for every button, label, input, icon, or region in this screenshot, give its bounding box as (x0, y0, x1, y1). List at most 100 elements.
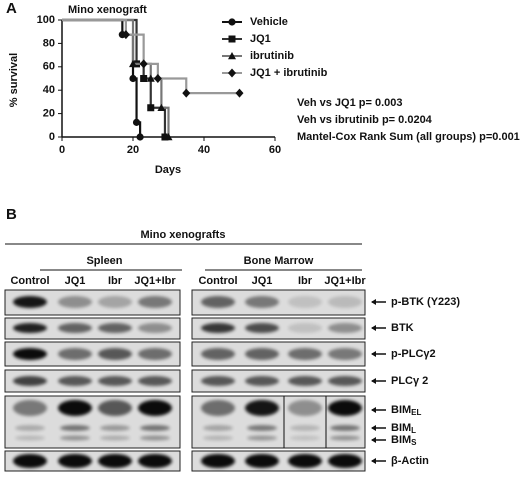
y-tick-label: 80 (43, 37, 55, 49)
band (290, 425, 320, 431)
band (288, 323, 322, 333)
y-tick-label: 20 (43, 108, 55, 120)
marker (161, 133, 169, 141)
arrow (371, 351, 376, 357)
y-axis-label: % survival (8, 53, 20, 107)
band (328, 400, 362, 416)
band (13, 323, 47, 333)
marker (235, 88, 244, 98)
protein-label: β-Actin (391, 455, 429, 467)
band (247, 435, 277, 441)
annotation: Mantel-Cox Rank Sum (all groups) p=0.001… (297, 131, 520, 143)
y-tick-label: 100 (37, 14, 55, 26)
band (138, 348, 172, 360)
protein-name: BIM (391, 404, 411, 416)
lane-label: Ibr (108, 275, 123, 287)
lane-label: JQ1 (252, 275, 273, 287)
marker (129, 59, 137, 68)
x-tick-label: 40 (198, 144, 210, 156)
x-tick-label: 20 (127, 144, 139, 156)
band (328, 376, 362, 386)
band (60, 425, 90, 431)
marker (182, 88, 191, 98)
blot-strip (4, 317, 181, 340)
panel-label: A (6, 0, 17, 17)
band (138, 323, 172, 333)
marker (121, 30, 130, 40)
band (98, 348, 132, 360)
legend-marker (228, 35, 236, 43)
tissue-label: Spleen (86, 255, 122, 267)
arrow (371, 325, 376, 331)
protein-label: BTK (391, 322, 414, 334)
x-tick-label: 60 (269, 144, 281, 156)
band (138, 400, 172, 416)
band (245, 376, 279, 386)
band (328, 454, 362, 468)
band (138, 296, 172, 308)
survival-curve (62, 18, 240, 95)
band (98, 454, 132, 468)
x-axis-label: Days (155, 164, 181, 176)
band (201, 400, 235, 416)
arrow (371, 378, 376, 384)
band (98, 323, 132, 333)
protein-subscript: S (411, 438, 417, 447)
marker (153, 74, 162, 83)
band (15, 425, 45, 431)
legend-label: Vehicle (250, 16, 288, 28)
x-tick-label: 0 (59, 144, 65, 156)
band (201, 323, 235, 333)
legend-marker (228, 52, 236, 60)
band (15, 435, 45, 441)
band (290, 435, 320, 441)
protein-label: BIML (391, 422, 416, 435)
band (328, 296, 362, 308)
band (288, 296, 322, 308)
band (288, 454, 322, 468)
band (203, 435, 233, 441)
protein-name: BIM (391, 434, 411, 446)
band (328, 323, 362, 333)
y-tick-label: 0 (49, 131, 55, 143)
band (138, 376, 172, 386)
band (330, 435, 360, 441)
legend-marker (228, 68, 236, 78)
legend-label: ibrutinib (250, 50, 294, 62)
blot-strip (4, 450, 181, 472)
band (328, 348, 362, 360)
band (140, 425, 170, 431)
band (100, 435, 130, 441)
band (245, 323, 279, 333)
marker (147, 104, 155, 112)
band (98, 376, 132, 386)
panel-label: B (6, 206, 17, 223)
lane-label: Control (10, 275, 49, 287)
marker (157, 103, 166, 111)
arrow (371, 458, 376, 464)
marker (136, 133, 144, 141)
band (201, 348, 235, 360)
lane-label: JQ1+Ibr (324, 275, 366, 287)
lane-label: JQ1+Ibr (134, 275, 176, 287)
band (245, 348, 279, 360)
band (58, 323, 92, 333)
band (247, 425, 277, 431)
survival-curve (62, 18, 142, 137)
band (13, 454, 47, 468)
band (138, 454, 172, 468)
band (58, 376, 92, 386)
band (245, 400, 279, 416)
band (98, 400, 132, 416)
band (288, 348, 322, 360)
blot-title: Mino xenografts (141, 229, 226, 241)
band (201, 454, 235, 468)
chart-title: Mino xenograft (68, 4, 147, 16)
lane-label: JQ1 (65, 275, 86, 287)
legend-label: JQ1 + ibrutinib (250, 67, 328, 79)
band (245, 296, 279, 308)
protein-label: BIMEL (391, 404, 422, 417)
marker (129, 74, 137, 83)
band (13, 296, 47, 308)
